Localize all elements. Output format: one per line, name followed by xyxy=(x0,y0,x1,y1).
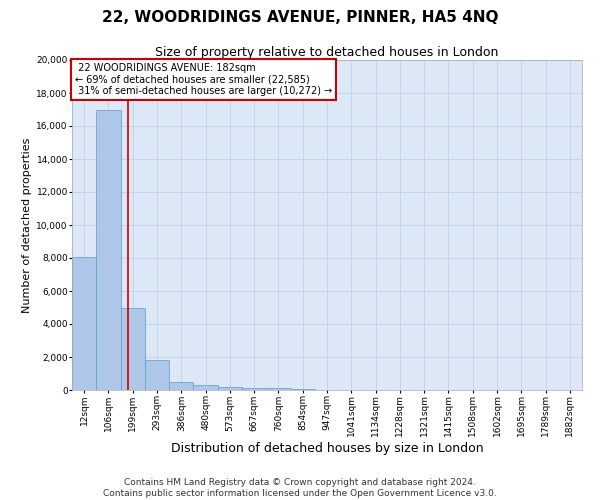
X-axis label: Distribution of detached houses by size in London: Distribution of detached houses by size … xyxy=(170,442,484,455)
Bar xyxy=(266,388,290,390)
Bar xyxy=(242,388,266,390)
Bar xyxy=(72,257,96,390)
Bar xyxy=(96,110,121,390)
Title: Size of property relative to detached houses in London: Size of property relative to detached ho… xyxy=(155,46,499,59)
Bar xyxy=(218,386,242,390)
Bar xyxy=(121,308,145,390)
Bar xyxy=(193,385,218,390)
Bar xyxy=(290,389,315,390)
Bar xyxy=(169,382,193,390)
Text: Contains HM Land Registry data © Crown copyright and database right 2024.
Contai: Contains HM Land Registry data © Crown c… xyxy=(103,478,497,498)
Y-axis label: Number of detached properties: Number of detached properties xyxy=(22,138,32,312)
Text: 22, WOODRIDINGS AVENUE, PINNER, HA5 4NQ: 22, WOODRIDINGS AVENUE, PINNER, HA5 4NQ xyxy=(102,10,498,25)
Text: 22 WOODRIDINGS AVENUE: 182sqm
← 69% of detached houses are smaller (22,585)
 31%: 22 WOODRIDINGS AVENUE: 182sqm ← 69% of d… xyxy=(74,64,332,96)
Bar xyxy=(145,360,169,390)
